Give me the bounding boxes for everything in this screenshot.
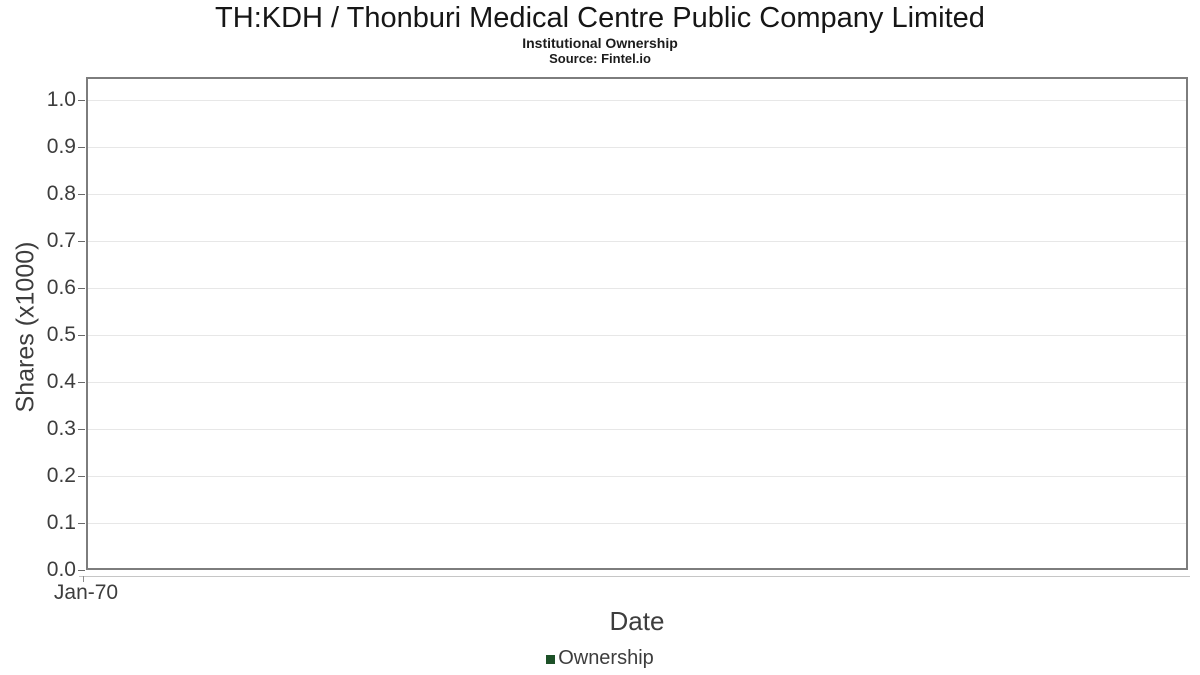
y-tick-mark [78, 476, 85, 477]
y-tick-label: 0.0 [46, 558, 76, 581]
y-tick-label: 0.7 [46, 229, 76, 252]
y-gridline [88, 382, 1186, 383]
legend-item-label: Ownership [558, 647, 654, 669]
y-gridline [88, 523, 1186, 524]
y-tick-mark [78, 429, 85, 430]
y-tick-label: 1.0 [46, 88, 76, 111]
y-tick-label: 0.9 [46, 135, 76, 158]
plot-area [86, 77, 1188, 570]
y-gridline [88, 429, 1186, 430]
y-gridline [88, 288, 1186, 289]
y-tick-label: 0.2 [46, 464, 76, 487]
y-tick-label: 0.5 [46, 323, 76, 346]
x-axis-line [79, 576, 1190, 577]
legend-marker-square-icon [546, 655, 556, 664]
y-tick-mark [78, 382, 85, 383]
y-tick-label: 0.1 [46, 511, 76, 534]
x-tick-label: Jan-70 [53, 581, 119, 604]
y-tick-mark [78, 570, 85, 571]
y-tick-mark [78, 523, 85, 524]
y-tick-mark [78, 335, 85, 336]
chart-title: TH:KDH / Thonburi Medical Centre Public … [215, 2, 985, 34]
y-gridline [88, 241, 1186, 242]
y-tick-mark [78, 147, 85, 148]
y-gridline [88, 476, 1186, 477]
y-tick-mark [78, 194, 85, 195]
chart-subtitle: Institutional Ownership [522, 35, 678, 51]
legend-item-ownership[interactable]: Ownership [546, 647, 654, 670]
y-tick-label: 0.6 [46, 276, 76, 299]
y-tick-label: 0.3 [46, 417, 76, 440]
y-gridline [88, 335, 1186, 336]
y-tick-label: 0.8 [46, 182, 76, 205]
x-axis-title: Date [609, 606, 665, 636]
y-tick-label: 0.4 [46, 370, 76, 393]
chart-source: Source: Fintel.io [549, 51, 651, 66]
y-gridline [88, 100, 1186, 101]
y-tick-mark [78, 241, 85, 242]
y-tick-mark [78, 100, 85, 101]
legend: Ownership [0, 647, 1200, 670]
y-gridline [88, 194, 1186, 195]
x-tick-mark [83, 576, 84, 582]
y-gridline [88, 147, 1186, 148]
y-tick-mark [78, 288, 85, 289]
